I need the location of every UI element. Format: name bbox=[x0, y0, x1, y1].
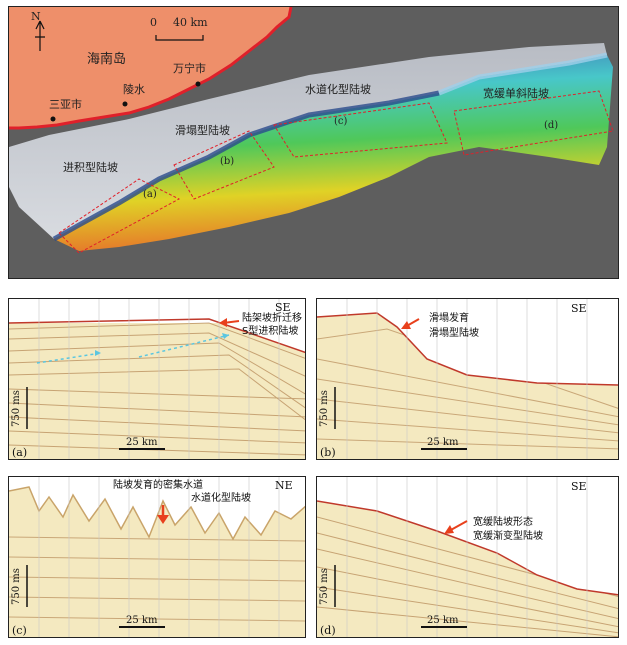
wanning-label: 万宁市 bbox=[173, 62, 206, 75]
scale-label: 40 km bbox=[173, 16, 208, 29]
seismic-d-image bbox=[317, 477, 618, 637]
bathymetry-map bbox=[9, 7, 614, 254]
profile-b-direction: SE bbox=[571, 302, 587, 315]
zone-a-name: 进积型陆坡 bbox=[63, 161, 118, 174]
profile-d-hscale: 25 km bbox=[427, 615, 459, 626]
shelf-surface bbox=[9, 43, 607, 239]
seismic-profile-a: SE 陆架坡折迁移 S型进积陆坡 750 ms 25 km (a) bbox=[8, 298, 306, 460]
lingshui-dot bbox=[122, 101, 128, 107]
sanya-dot bbox=[50, 116, 56, 122]
profile-d-tag: (d) bbox=[320, 624, 336, 637]
zone-b-name: 滑塌型陆坡 bbox=[175, 124, 230, 137]
bathymetry-map-panel: N 0 40 km 海南岛 万宁市 陵水 三亚市 进积型陆坡 (a) 滑塌型陆坡… bbox=[8, 6, 619, 279]
scale-bar bbox=[155, 35, 204, 41]
coastline bbox=[9, 7, 293, 130]
profile-a-annotation-2: S型进积陆坡 bbox=[242, 326, 299, 337]
zone-c-box bbox=[273, 102, 448, 158]
zone-d-box bbox=[453, 90, 614, 156]
profile-a-annotation-1: 陆架坡折迁移 bbox=[242, 313, 302, 324]
zone-d-tag: (d) bbox=[544, 120, 559, 131]
seismic-a-image bbox=[9, 299, 305, 459]
profile-d-direction: SE bbox=[571, 480, 587, 493]
profile-b-vscale: 750 ms bbox=[319, 390, 330, 427]
profile-c-annotation-1: 陆坡发育的密集水道 bbox=[113, 480, 203, 491]
slope-surface bbox=[54, 55, 613, 251]
zone-c-tag: (c) bbox=[334, 116, 348, 127]
zone-a-tag: (a) bbox=[143, 189, 157, 200]
profile-b-annotation-1: 滑塌发育 bbox=[429, 313, 469, 324]
profile-a-direction: SE bbox=[275, 301, 291, 314]
profile-c-tag: (c) bbox=[12, 624, 27, 637]
profile-a-vscale: 750 ms bbox=[11, 390, 22, 427]
profile-c-hscale: 25 km bbox=[126, 615, 158, 626]
seismic-b-image bbox=[317, 299, 618, 459]
zone-b-box bbox=[173, 130, 275, 200]
scale-zero-label: 0 bbox=[150, 16, 157, 29]
profile-c-annotation-2: 水道化型陆坡 bbox=[191, 493, 251, 504]
seismic-profile-d: SE 宽缓陆坡形态 宽缓渐变型陆坡 750 ms 25 km (d) bbox=[316, 476, 619, 638]
wanning-dot bbox=[195, 81, 201, 87]
profile-a-hscale: 25 km bbox=[126, 437, 158, 448]
north-label: N bbox=[31, 10, 41, 23]
profile-c-vscale: 750 ms bbox=[11, 568, 22, 605]
zone-d-name: 宽缓单斜陆坡 bbox=[483, 87, 549, 100]
profile-d-annotation-2: 宽缓渐变型陆坡 bbox=[473, 531, 543, 542]
hainan-land bbox=[9, 7, 291, 128]
profile-c-direction: NE bbox=[275, 479, 293, 492]
profile-d-annotation-1: 宽缓陆坡形态 bbox=[473, 517, 533, 528]
seismic-profile-b: SE 滑塌发育 滑塌型陆坡 750 ms 25 km (b) bbox=[316, 298, 619, 460]
profile-d-vscale: 750 ms bbox=[319, 568, 330, 605]
zone-c-name: 水道化型陆坡 bbox=[305, 83, 371, 96]
zone-a-box bbox=[58, 178, 181, 254]
lingshui-label: 陵水 bbox=[123, 83, 145, 96]
profile-a-tag: (a) bbox=[12, 446, 28, 459]
island-label: 海南岛 bbox=[87, 52, 127, 67]
sanya-label: 三亚市 bbox=[49, 98, 82, 111]
profile-b-annotation-2: 滑塌型陆坡 bbox=[429, 328, 479, 339]
profile-b-tag: (b) bbox=[320, 446, 336, 459]
slope-scarp bbox=[52, 90, 440, 242]
north-arrow-icon bbox=[35, 20, 45, 51]
seismic-profile-c: NE 陆坡发育的密集水道 水道化型陆坡 750 ms 25 km (c) bbox=[8, 476, 306, 638]
seismic-c-image bbox=[9, 477, 305, 637]
zone-b-tag: (b) bbox=[220, 156, 235, 167]
profile-b-hscale: 25 km bbox=[427, 437, 459, 448]
